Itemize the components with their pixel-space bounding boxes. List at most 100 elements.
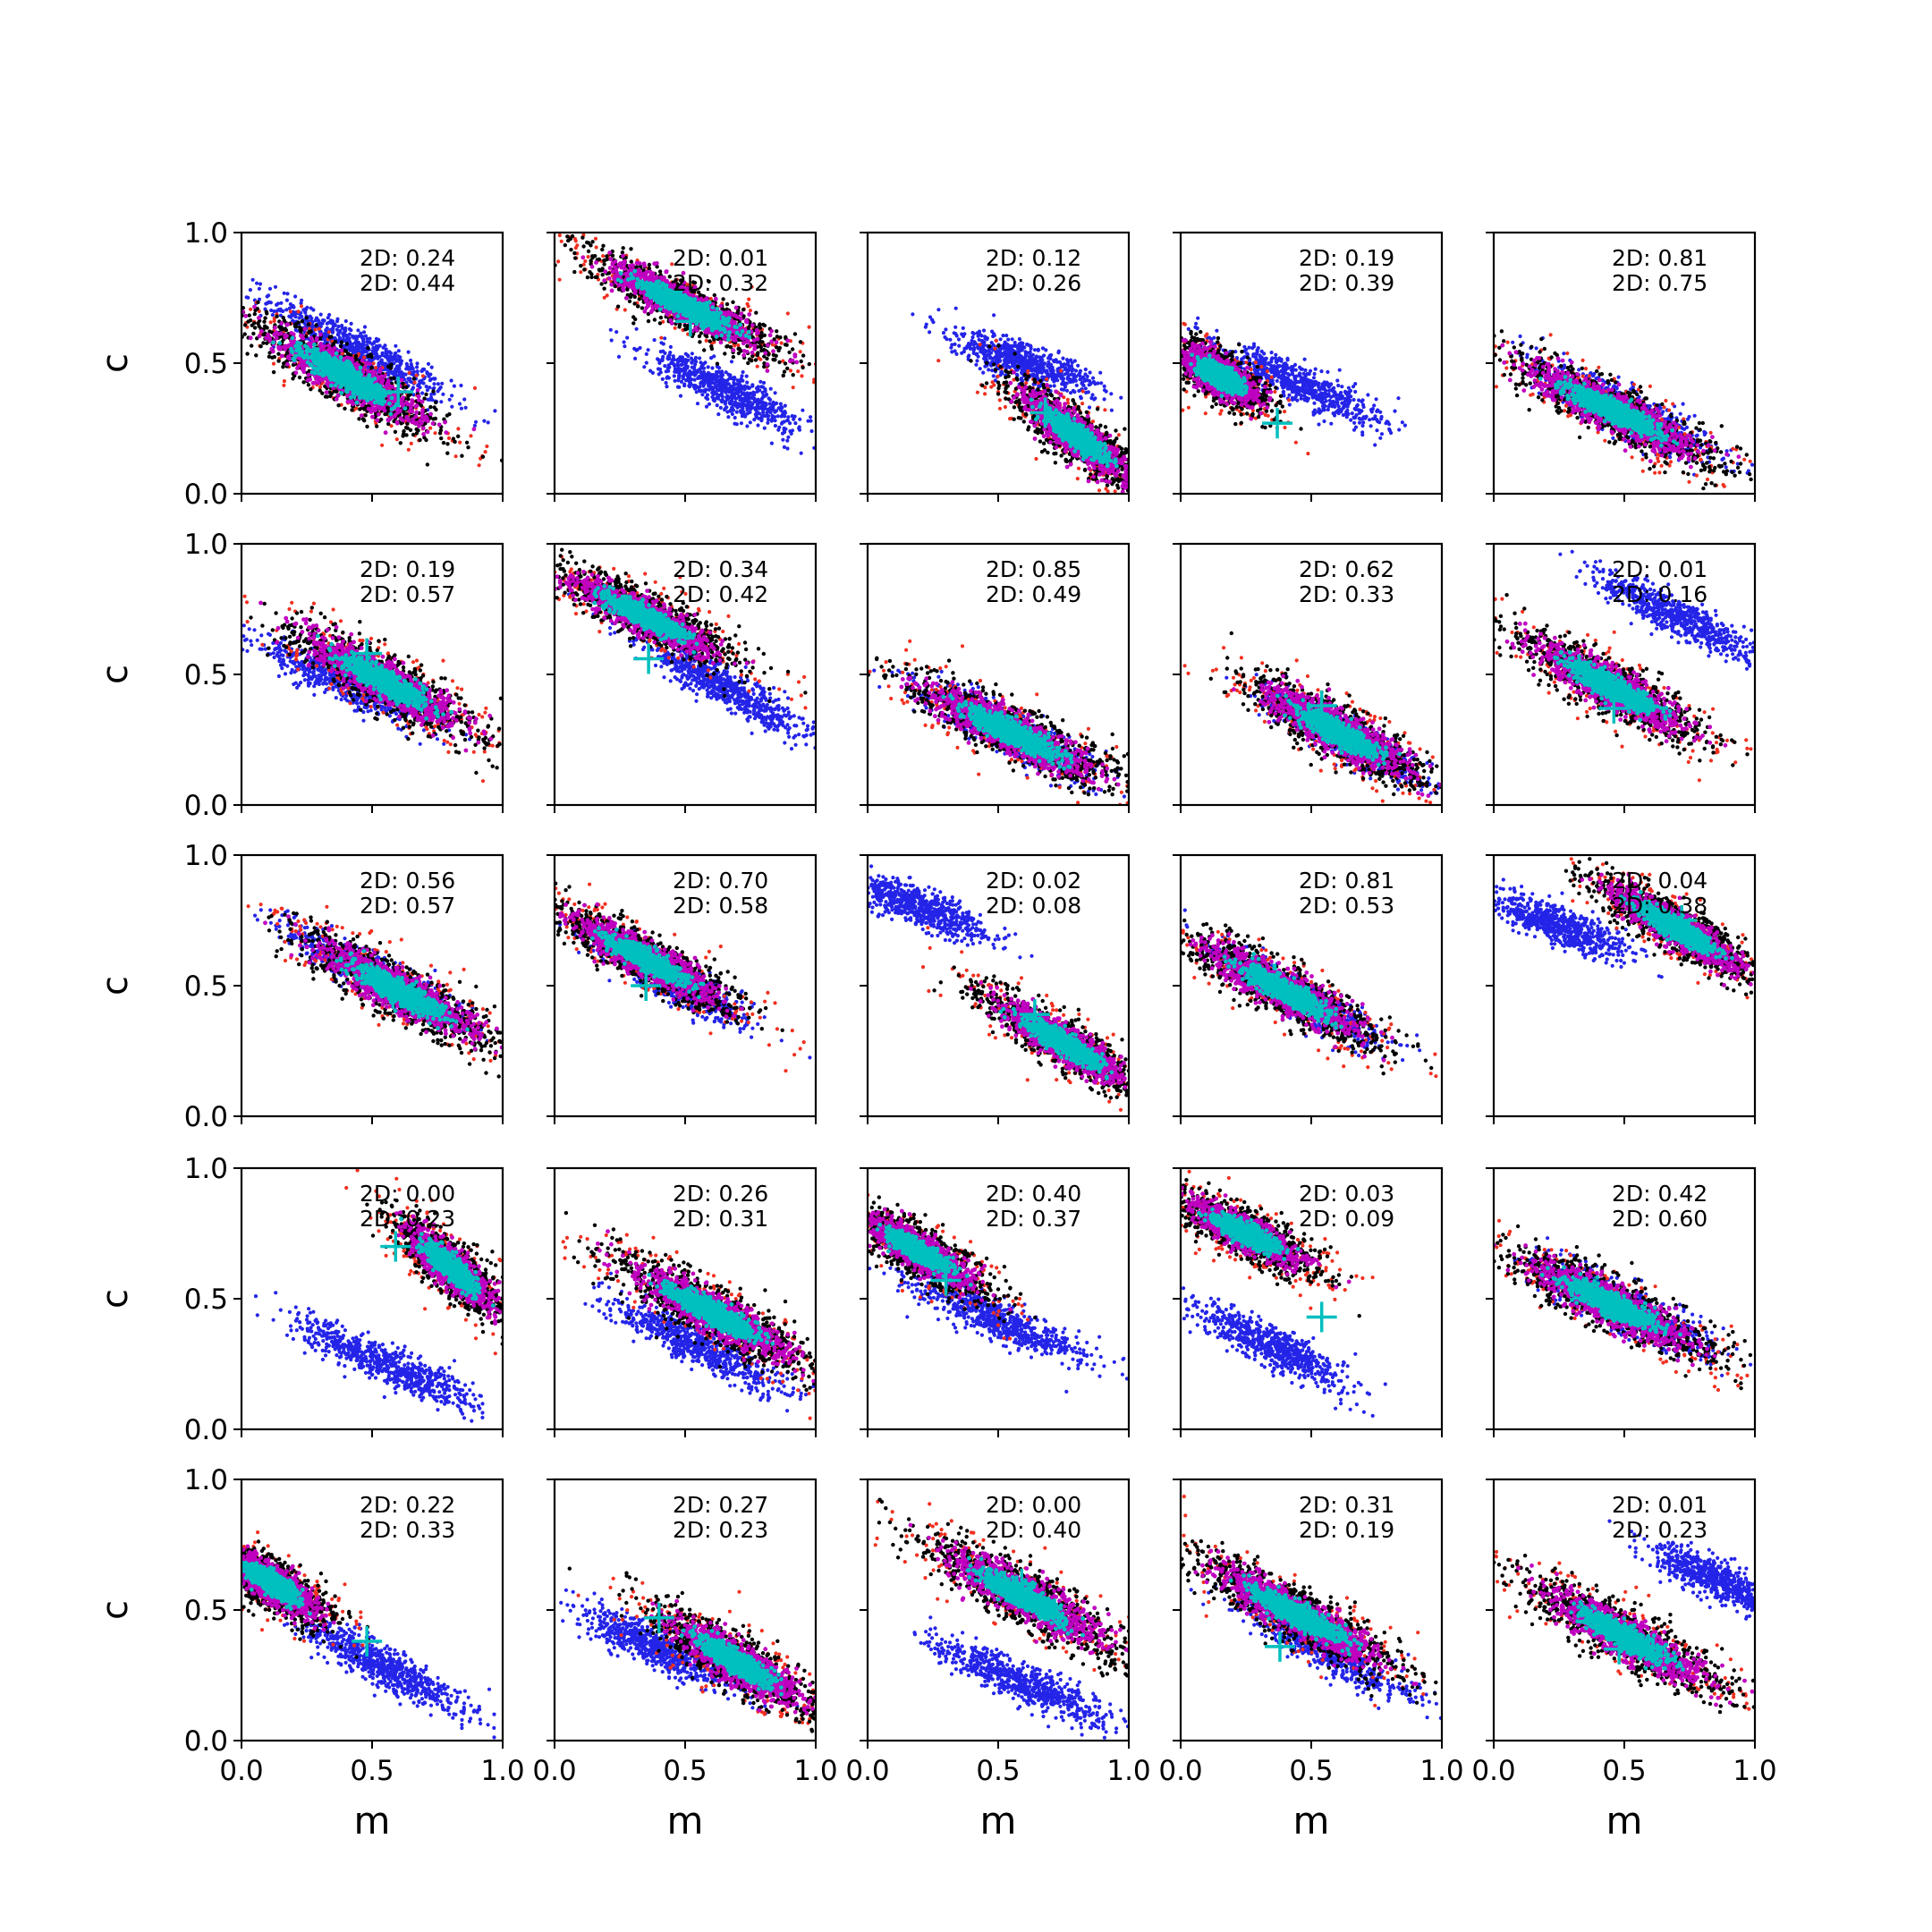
magenta-series-point: [295, 366, 300, 370]
blue-series-point: [681, 358, 684, 361]
blue-series-point: [745, 375, 749, 378]
cyan-series-point: [334, 383, 338, 387]
magenta-series-point: [318, 333, 323, 337]
magenta-series-point: [386, 419, 391, 423]
blue-series-point: [303, 308, 307, 311]
cyan-series-point: [344, 368, 349, 372]
blue-series-point: [318, 319, 321, 323]
black-series-point: [452, 436, 455, 440]
blue-series-point: [706, 380, 709, 384]
blue-series-point: [358, 335, 361, 338]
black-series-point: [245, 352, 249, 355]
blue-series-point: [734, 397, 738, 401]
cyan-series-point: [339, 391, 343, 395]
black-series-point: [412, 377, 416, 380]
blue-series-point: [759, 385, 763, 388]
black-series-point: [251, 332, 255, 335]
blue-series-point: [773, 411, 776, 414]
blue-series-point: [645, 361, 648, 365]
blue-series-point: [625, 336, 629, 340]
magenta-series-point: [271, 350, 275, 354]
blue-series-point: [718, 385, 722, 388]
magenta-series-point: [284, 323, 289, 327]
blue-series-point: [322, 318, 326, 322]
magenta-series-point: [444, 430, 448, 435]
black-series-point: [375, 424, 378, 428]
cyan-series-point: [309, 349, 313, 353]
black-series-point: [622, 246, 625, 250]
magenta-series-point: [335, 397, 339, 402]
blue-series-point: [635, 327, 639, 331]
blue-series-point: [715, 392, 718, 395]
blue-series-point: [419, 379, 422, 383]
blue-series-point: [761, 395, 765, 399]
blue-series-point: [380, 352, 384, 355]
blue-series-point: [331, 331, 335, 335]
magenta-series-point: [400, 398, 404, 402]
blue-series-point: [319, 313, 323, 317]
black-series-point: [334, 340, 337, 343]
magenta-series-point: [415, 403, 419, 408]
blue-series-point: [732, 381, 735, 385]
blue-series-point: [679, 394, 682, 398]
blue-series-point: [645, 352, 648, 356]
blue-series-point: [735, 386, 739, 390]
blue-series-point: [673, 364, 676, 368]
blue-series-point: [371, 349, 375, 352]
blue-series-point: [680, 380, 683, 384]
blue-series-point: [730, 360, 733, 363]
blue-series-point: [298, 316, 301, 319]
magenta-series-point: [378, 376, 383, 380]
magenta-series-point: [315, 336, 319, 341]
black-series-point: [587, 250, 590, 253]
magenta-series-point: [280, 354, 284, 359]
blue-series-point: [409, 359, 412, 362]
magenta-series-point: [375, 418, 379, 422]
black-series-point: [309, 330, 312, 334]
magenta-series-point: [421, 432, 426, 436]
blue-series-point: [258, 287, 261, 291]
blue-series-point: [714, 377, 717, 381]
blue-series-point: [724, 370, 728, 374]
red-series-point: [808, 326, 811, 329]
red-series-point: [374, 366, 377, 369]
blue-series-point: [415, 361, 419, 365]
magenta-series-point: [325, 390, 329, 394]
blue-series-point: [754, 408, 758, 411]
blue-series-point: [734, 404, 738, 408]
black-series-point: [291, 377, 294, 380]
cyan-series-point: [355, 392, 360, 396]
blue-series-point: [691, 352, 694, 355]
blue-series-point: [809, 429, 813, 433]
red-series-point: [485, 445, 488, 448]
magenta-series-point: [472, 427, 477, 431]
blue-series-point: [430, 366, 434, 369]
black-series-point: [601, 244, 605, 248]
blue-series-point: [647, 348, 650, 352]
blue-series-point: [720, 393, 724, 396]
blue-series-point: [752, 394, 756, 397]
blue-series-point: [748, 392, 751, 395]
black-series-point: [383, 412, 386, 416]
magenta-series-point: [377, 369, 382, 374]
magenta-series-point: [400, 402, 404, 406]
blue-series-point: [741, 370, 745, 374]
cyan-series-point: [369, 390, 374, 394]
black-series-point: [573, 256, 577, 259]
blue-series-point: [336, 325, 340, 328]
magenta-series-point: [306, 378, 310, 383]
red-series-point: [601, 254, 605, 258]
blue-series-point: [258, 282, 262, 285]
red-series-point: [780, 342, 784, 345]
blue-series-point: [614, 330, 618, 334]
magenta-series-point: [279, 321, 284, 326]
blue-series-point: [724, 406, 727, 410]
black-series-point: [258, 344, 262, 348]
red-series-point: [594, 237, 597, 241]
magenta-series-point: [259, 329, 264, 334]
cyan-series-point: [318, 364, 323, 369]
blue-series-point: [762, 381, 766, 385]
blue-series-point: [388, 357, 392, 360]
magenta-series-point: [420, 408, 425, 412]
blue-series-point: [777, 406, 781, 410]
